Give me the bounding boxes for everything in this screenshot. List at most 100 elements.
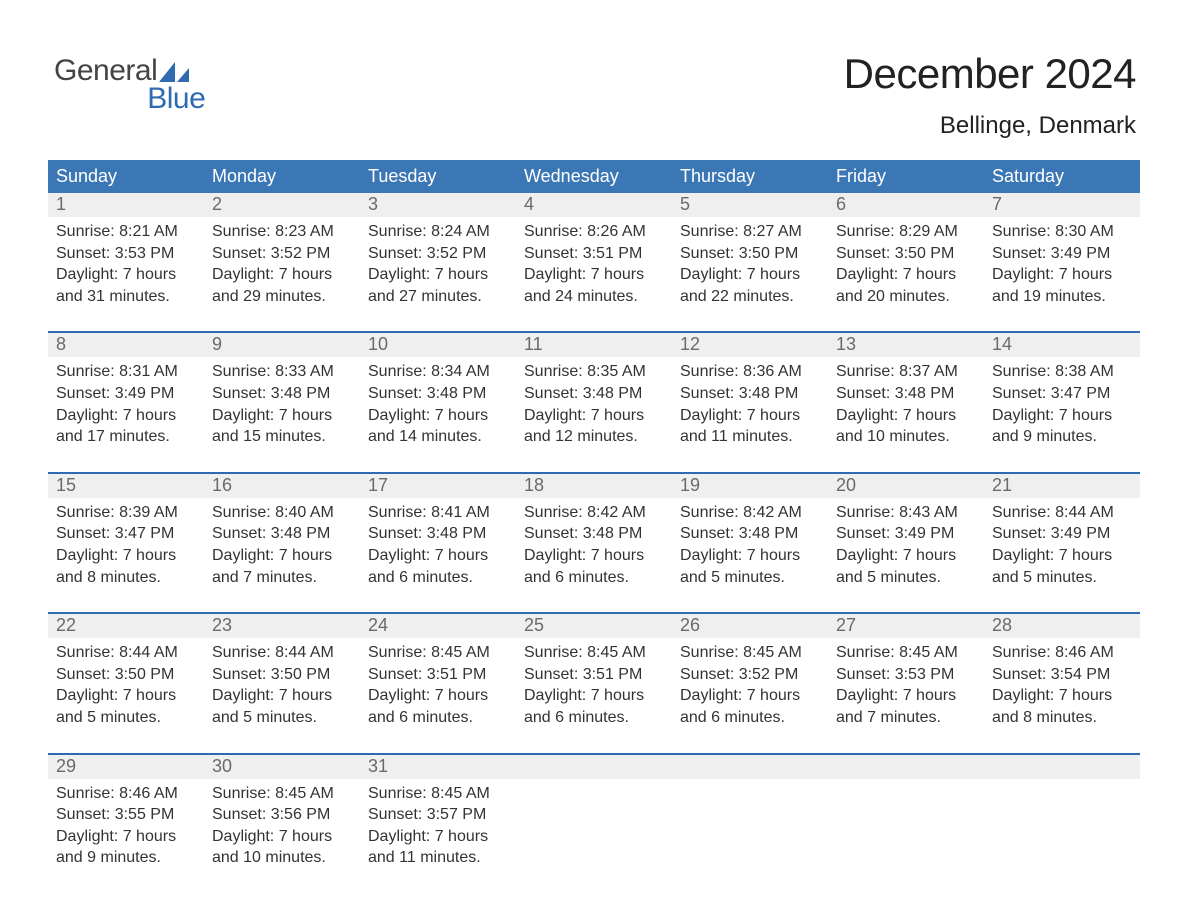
day-header: Tuesday xyxy=(360,160,516,193)
daylight1-text: Daylight: 7 hours xyxy=(212,826,352,848)
day-number: 11 xyxy=(516,333,672,357)
day-number: 17 xyxy=(360,474,516,498)
sunset-text: Sunset: 3:48 PM xyxy=(524,383,664,405)
daylight2-text: and 11 minutes. xyxy=(368,847,508,869)
day-number: 13 xyxy=(828,333,984,357)
daylight1-text: Daylight: 7 hours xyxy=(524,545,664,567)
calendar-page: General Blue December 2024 Bellinge, Den… xyxy=(0,0,1188,918)
sunrise-text: Sunrise: 8:45 AM xyxy=(368,783,508,805)
day-cell: Sunrise: 8:46 AMSunset: 3:55 PMDaylight:… xyxy=(48,779,204,875)
sunrise-text: Sunrise: 8:38 AM xyxy=(992,361,1132,383)
day-cell: Sunrise: 8:41 AMSunset: 3:48 PMDaylight:… xyxy=(360,498,516,594)
sunset-text: Sunset: 3:49 PM xyxy=(992,523,1132,545)
sunset-text: Sunset: 3:49 PM xyxy=(56,383,196,405)
sunrise-text: Sunrise: 8:45 AM xyxy=(368,642,508,664)
daylight1-text: Daylight: 7 hours xyxy=(524,405,664,427)
day-cell: Sunrise: 8:33 AMSunset: 3:48 PMDaylight:… xyxy=(204,357,360,453)
sunrise-text: Sunrise: 8:41 AM xyxy=(368,502,508,524)
week-body-row: Sunrise: 8:44 AMSunset: 3:50 PMDaylight:… xyxy=(48,638,1140,734)
sunrise-text: Sunrise: 8:33 AM xyxy=(212,361,352,383)
daylight1-text: Daylight: 7 hours xyxy=(56,685,196,707)
day-number: 3 xyxy=(360,193,516,217)
day-number: 18 xyxy=(516,474,672,498)
sunset-text: Sunset: 3:48 PM xyxy=(680,383,820,405)
daylight2-text: and 10 minutes. xyxy=(212,847,352,869)
sunset-text: Sunset: 3:48 PM xyxy=(680,523,820,545)
sunset-text: Sunset: 3:51 PM xyxy=(524,664,664,686)
daylight2-text: and 24 minutes. xyxy=(524,286,664,308)
day-number: 16 xyxy=(204,474,360,498)
sunset-text: Sunset: 3:52 PM xyxy=(212,243,352,265)
week-body-row: Sunrise: 8:39 AMSunset: 3:47 PMDaylight:… xyxy=(48,498,1140,594)
day-cell: Sunrise: 8:45 AMSunset: 3:51 PMDaylight:… xyxy=(360,638,516,734)
daylight2-text: and 29 minutes. xyxy=(212,286,352,308)
sunrise-text: Sunrise: 8:36 AM xyxy=(680,361,820,383)
sunrise-text: Sunrise: 8:39 AM xyxy=(56,502,196,524)
daylight2-text: and 6 minutes. xyxy=(680,707,820,729)
sunrise-text: Sunrise: 8:44 AM xyxy=(992,502,1132,524)
sunset-text: Sunset: 3:53 PM xyxy=(56,243,196,265)
daylight1-text: Daylight: 7 hours xyxy=(212,264,352,286)
daylight2-text: and 5 minutes. xyxy=(212,707,352,729)
sunset-text: Sunset: 3:48 PM xyxy=(212,383,352,405)
sunset-text: Sunset: 3:53 PM xyxy=(836,664,976,686)
sunset-text: Sunset: 3:56 PM xyxy=(212,804,352,826)
daylight1-text: Daylight: 7 hours xyxy=(368,826,508,848)
sunrise-text: Sunrise: 8:45 AM xyxy=(212,783,352,805)
sunrise-text: Sunrise: 8:21 AM xyxy=(56,221,196,243)
day-cell xyxy=(828,779,984,875)
sunrise-text: Sunrise: 8:46 AM xyxy=(56,783,196,805)
day-number: 9 xyxy=(204,333,360,357)
daylight2-text: and 17 minutes. xyxy=(56,426,196,448)
sunrise-text: Sunrise: 8:37 AM xyxy=(836,361,976,383)
day-cell: Sunrise: 8:26 AMSunset: 3:51 PMDaylight:… xyxy=(516,217,672,313)
daylight1-text: Daylight: 7 hours xyxy=(680,264,820,286)
daylight1-text: Daylight: 7 hours xyxy=(56,264,196,286)
daylight2-text: and 19 minutes. xyxy=(992,286,1132,308)
daynum-row: 293031 xyxy=(48,755,1140,779)
day-cell: Sunrise: 8:45 AMSunset: 3:53 PMDaylight:… xyxy=(828,638,984,734)
day-number: 12 xyxy=(672,333,828,357)
sunrise-text: Sunrise: 8:45 AM xyxy=(836,642,976,664)
calendar-header-row: Sunday Monday Tuesday Wednesday Thursday… xyxy=(48,160,1140,193)
daylight2-text: and 22 minutes. xyxy=(680,286,820,308)
day-cell: Sunrise: 8:42 AMSunset: 3:48 PMDaylight:… xyxy=(672,498,828,594)
daylight2-text: and 27 minutes. xyxy=(368,286,508,308)
day-cell: Sunrise: 8:35 AMSunset: 3:48 PMDaylight:… xyxy=(516,357,672,453)
day-cell: Sunrise: 8:29 AMSunset: 3:50 PMDaylight:… xyxy=(828,217,984,313)
daylight2-text: and 11 minutes. xyxy=(680,426,820,448)
day-number: 6 xyxy=(828,193,984,217)
daylight1-text: Daylight: 7 hours xyxy=(680,545,820,567)
sunset-text: Sunset: 3:48 PM xyxy=(368,383,508,405)
day-number: 19 xyxy=(672,474,828,498)
daylight2-text: and 12 minutes. xyxy=(524,426,664,448)
day-cell: Sunrise: 8:45 AMSunset: 3:57 PMDaylight:… xyxy=(360,779,516,875)
daylight1-text: Daylight: 7 hours xyxy=(368,685,508,707)
sunrise-text: Sunrise: 8:29 AM xyxy=(836,221,976,243)
day-number: 10 xyxy=(360,333,516,357)
day-number: 26 xyxy=(672,614,828,638)
day-number: 31 xyxy=(360,755,516,779)
day-header: Saturday xyxy=(984,160,1140,193)
week-body-row: Sunrise: 8:31 AMSunset: 3:49 PMDaylight:… xyxy=(48,357,1140,453)
day-number xyxy=(828,755,984,779)
weeks-container: 1234567Sunrise: 8:21 AMSunset: 3:53 PMDa… xyxy=(48,193,1140,875)
day-cell: Sunrise: 8:37 AMSunset: 3:48 PMDaylight:… xyxy=(828,357,984,453)
daylight2-text: and 5 minutes. xyxy=(836,567,976,589)
sunset-text: Sunset: 3:50 PM xyxy=(836,243,976,265)
day-header: Wednesday xyxy=(516,160,672,193)
sunrise-text: Sunrise: 8:45 AM xyxy=(680,642,820,664)
location: Bellinge, Denmark xyxy=(844,112,1136,140)
day-header: Thursday xyxy=(672,160,828,193)
sunrise-text: Sunrise: 8:44 AM xyxy=(212,642,352,664)
daylight2-text: and 7 minutes. xyxy=(212,567,352,589)
calendar: Sunday Monday Tuesday Wednesday Thursday… xyxy=(48,160,1140,875)
day-number: 21 xyxy=(984,474,1140,498)
day-cell xyxy=(984,779,1140,875)
sunset-text: Sunset: 3:55 PM xyxy=(56,804,196,826)
day-number: 22 xyxy=(48,614,204,638)
sail-icon xyxy=(159,62,189,82)
daylight1-text: Daylight: 7 hours xyxy=(992,264,1132,286)
day-number: 1 xyxy=(48,193,204,217)
sunrise-text: Sunrise: 8:34 AM xyxy=(368,361,508,383)
